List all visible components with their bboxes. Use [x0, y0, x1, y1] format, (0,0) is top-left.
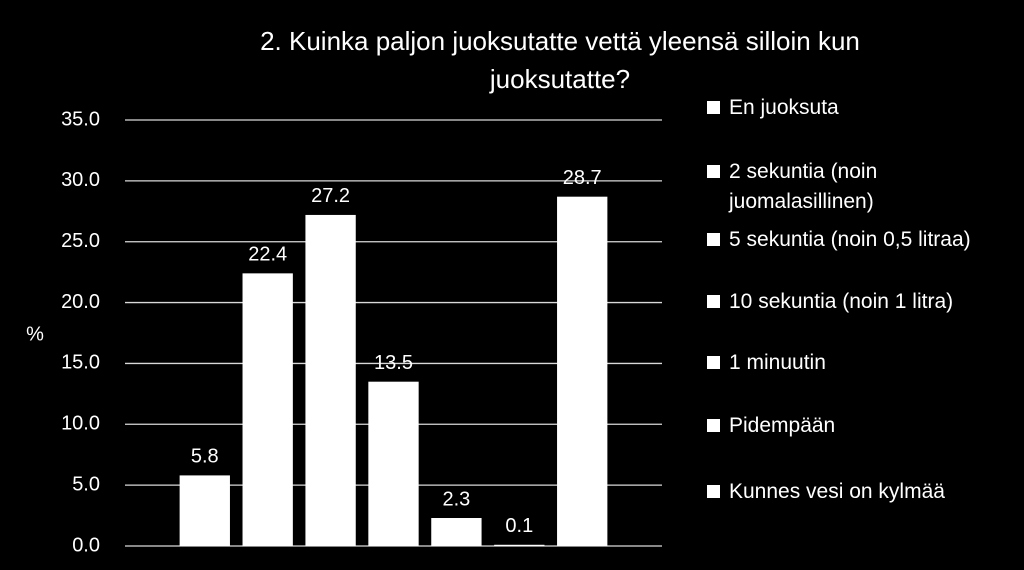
y-tick-label: 0.0 [72, 534, 100, 556]
legend-item: En juoksuta [707, 93, 1012, 123]
legend-item: 5 sekuntia (noin 0,5 litraa) [707, 225, 1012, 255]
legend-label: En juoksuta [729, 96, 839, 119]
legend-label: 10 sekuntia (noin 1 litra) [729, 290, 954, 313]
legend-item: Kunnes vesi on kylmää [707, 477, 1012, 507]
y-tick-label: 10.0 [61, 413, 100, 435]
bar [305, 214, 356, 547]
data-label: 13.5 [374, 352, 413, 374]
legend-item: 10 sekuntia (noin 1 litra) [707, 287, 1012, 317]
legend-label: Kunnes vesi on kylmää [729, 480, 945, 503]
legend-swatch [707, 419, 720, 432]
y-tick-label: 35.0 [61, 108, 100, 130]
data-label: 0.1 [505, 515, 533, 537]
bar [368, 381, 419, 546]
chart-title: 2. Kuinka paljon juoksutatte vettä yleen… [260, 26, 860, 94]
y-tick-label: 30.0 [61, 169, 100, 191]
legend-label: Pidempään [729, 414, 836, 437]
legend-label: 2 sekuntia (noin juomalasillinen) [729, 160, 878, 213]
data-label: 27.2 [311, 185, 350, 207]
legend-item: 2 sekuntia (noin juomalasillinen) [707, 157, 1012, 217]
bar [494, 544, 545, 546]
legend-swatch [707, 356, 720, 369]
data-label: 22.4 [248, 244, 287, 266]
y-tick-label: 5.0 [72, 473, 100, 495]
bar [431, 518, 482, 546]
legend-item: 1 minuutin [707, 348, 1012, 378]
bar [179, 475, 230, 546]
legend-item: Pidempään [707, 411, 1012, 441]
data-label: 2.3 [442, 488, 470, 510]
data-label: 5.8 [191, 446, 219, 468]
y-tick-label: 20.0 [61, 291, 100, 313]
y-tick-label: 25.0 [61, 230, 100, 252]
legend-label: 1 minuutin [729, 351, 826, 374]
legend-label: 5 sekuntia (noin 0,5 litraa) [729, 228, 971, 251]
legend-swatch [707, 485, 720, 498]
legend-swatch [707, 165, 720, 178]
y-axis-label: % [26, 323, 44, 345]
data-label: 28.7 [563, 167, 602, 189]
y-tick-label: 15.0 [61, 352, 100, 374]
legend-swatch [707, 295, 720, 308]
legend-swatch [707, 101, 720, 114]
legend-swatch [707, 233, 720, 246]
bar [557, 196, 608, 546]
bar [242, 273, 293, 546]
